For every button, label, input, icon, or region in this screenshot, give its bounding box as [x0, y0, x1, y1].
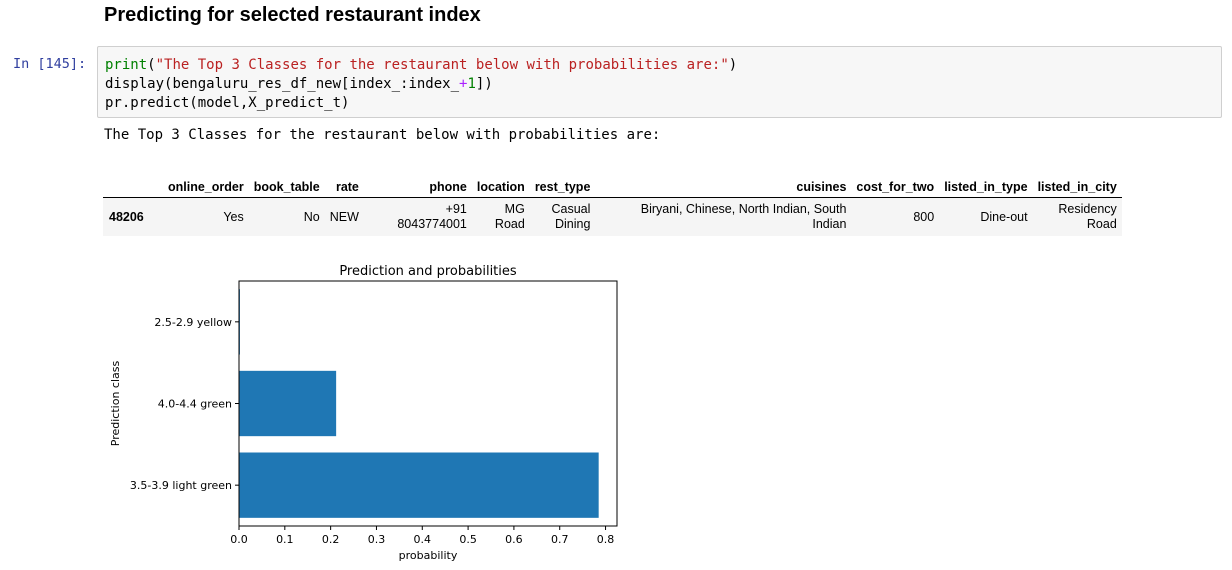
cell-prompt: In [145]: — [13, 56, 87, 72]
y-tick-label: 2.5-2.9 yellow — [154, 316, 232, 329]
x-tick-label: 0.0 — [230, 533, 248, 546]
cell-listed-in-city: Residency Road — [1058, 202, 1117, 231]
cell-phone: +91 8043774001 — [397, 202, 467, 231]
cell-cost-for-two: 800 — [913, 209, 935, 224]
section-heading: Predicting for selected restaurant index — [104, 4, 481, 26]
code-line-2: display(bengaluru_res_df_new[index_:inde… — [105, 76, 493, 92]
column-header: book_table — [253, 180, 320, 194]
code-editor[interactable]: print("The Top 3 Classes for the restaur… — [105, 56, 737, 113]
x-tick-label: 0.2 — [322, 533, 340, 546]
index-header — [103, 177, 163, 198]
column-header: online_order — [168, 180, 244, 194]
cell-cuisines: Biryani, Chinese, North Indian, South Ind… — [640, 202, 847, 231]
column-header: location — [476, 180, 525, 194]
code-number: 1 — [467, 76, 476, 92]
code-cell[interactable]: print("The Top 3 Classes for the restaur… — [97, 46, 1222, 118]
y-tick-label: 4.0-4.4 green — [158, 398, 232, 411]
x-tick-label: 0.7 — [551, 533, 569, 546]
cell-listed-in-type: Dine-out — [980, 209, 1028, 224]
chart-title: Prediction and probabilities — [339, 264, 517, 279]
column-header: listed_in_type — [944, 180, 1028, 194]
code-string: "The Top 3 Classes for the restaurant be… — [155, 57, 729, 73]
x-tick-label: 0.4 — [414, 533, 432, 546]
code-args-pre: (bengaluru_res_df_new[index_:index_ — [164, 76, 460, 92]
code-line-3: pr.predict(model,X_predict_t) — [105, 95, 350, 111]
dataframe-table: online_order book_table rate phone locat… — [103, 177, 1122, 236]
y-tick-label: 3.5-3.9 light green — [130, 479, 232, 492]
code-fn-print: print — [105, 57, 148, 73]
column-header: rate — [335, 180, 359, 194]
cell-online-order: Yes — [223, 209, 244, 224]
code-paren-open: ( — [147, 57, 156, 73]
cell-book-table: No — [303, 209, 320, 224]
column-header: phone — [429, 180, 467, 194]
code-paren-close: ) — [728, 57, 738, 73]
column-header: rest_type — [534, 180, 591, 194]
row-index: 48206 — [109, 210, 144, 224]
code-fn-display: display — [105, 76, 165, 92]
column-header: listed_in_city — [1037, 180, 1117, 194]
code-line-1: print("The Top 3 Classes for the restaur… — [105, 57, 737, 73]
cell-rest-type: Casual Dining — [551, 202, 591, 231]
cell-stdout: The Top 3 Classes for the restaurant bel… — [104, 127, 661, 143]
column-header: cost_for_two — [856, 180, 935, 194]
table-row: 48206 Yes No NEW +91 8043774001 MG Road Ca… — [103, 197, 1122, 236]
x-tick-label: 0.1 — [276, 533, 294, 546]
x-tick-label: 0.5 — [459, 533, 477, 546]
table-header-row: online_order book_table rate phone locat… — [103, 177, 1122, 198]
prediction-bar-chart: 3.5-3.9 light green 4.0-4.4 green 2.5-2.9 … — [109, 264, 618, 562]
x-axis-label: probability — [399, 549, 458, 562]
bar — [239, 452, 599, 518]
x-tick-label: 0.6 — [505, 533, 522, 546]
x-tick-label: 0.8 — [597, 533, 615, 546]
code-args-post: ]) — [475, 76, 493, 92]
column-header: cuisines — [796, 180, 847, 194]
cell-rate: NEW — [329, 209, 359, 224]
bar — [239, 370, 337, 437]
x-tick-label: 0.3 — [368, 533, 386, 546]
cell-location: MG Road — [494, 202, 525, 231]
plot-frame — [238, 280, 618, 527]
y-axis-label: Prediction class — [109, 361, 122, 447]
code-operator: + — [459, 76, 468, 92]
